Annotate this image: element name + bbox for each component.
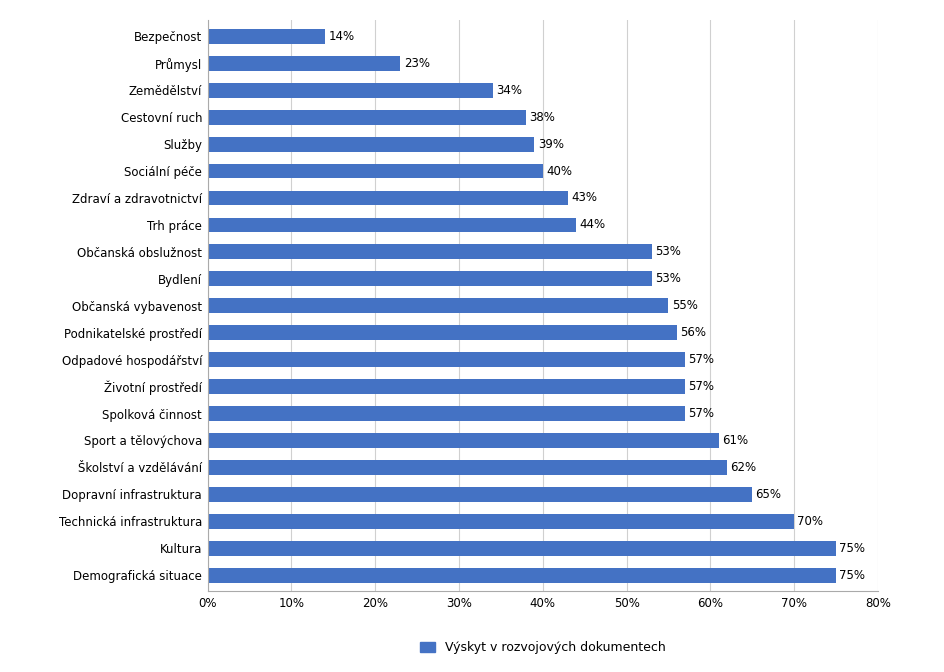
Bar (208, 379, 685, 394)
Text: 43%: 43% (571, 192, 598, 204)
Text: 23%: 23% (404, 56, 430, 70)
Text: 53%: 53% (655, 272, 681, 286)
Text: 55%: 55% (672, 299, 698, 312)
Bar (208, 218, 576, 233)
Bar (208, 460, 727, 475)
Bar (208, 406, 685, 421)
Bar (208, 56, 400, 71)
Text: 57%: 57% (688, 353, 715, 366)
Bar (208, 541, 836, 556)
Bar (208, 136, 534, 151)
Bar (208, 325, 677, 340)
Bar (208, 514, 794, 529)
Text: 65%: 65% (755, 488, 782, 501)
Text: 38%: 38% (530, 111, 555, 124)
Bar (208, 83, 493, 97)
Text: 14%: 14% (329, 30, 354, 43)
Text: 57%: 57% (688, 380, 715, 393)
Bar (208, 433, 718, 448)
Bar (208, 191, 568, 206)
Bar (208, 487, 752, 502)
Text: 70%: 70% (798, 515, 823, 528)
Text: 40%: 40% (547, 165, 572, 177)
Text: 39%: 39% (538, 138, 564, 151)
Text: 56%: 56% (681, 326, 706, 339)
Legend: Výskyt v rozvojových dokumentech: Výskyt v rozvojových dokumentech (415, 636, 670, 659)
Text: 61%: 61% (722, 434, 749, 447)
Text: 57%: 57% (688, 407, 715, 420)
Bar (208, 164, 543, 179)
Bar (208, 29, 325, 44)
Bar (208, 352, 685, 367)
Text: 62%: 62% (731, 461, 756, 474)
Bar (208, 110, 526, 124)
Text: 75%: 75% (839, 542, 866, 555)
Text: 75%: 75% (839, 569, 866, 582)
Text: 34%: 34% (496, 84, 522, 97)
Bar (208, 298, 668, 313)
Bar (208, 245, 651, 259)
Text: 44%: 44% (580, 218, 606, 231)
Bar (208, 271, 651, 286)
Text: 53%: 53% (655, 245, 681, 258)
Bar (208, 568, 836, 583)
